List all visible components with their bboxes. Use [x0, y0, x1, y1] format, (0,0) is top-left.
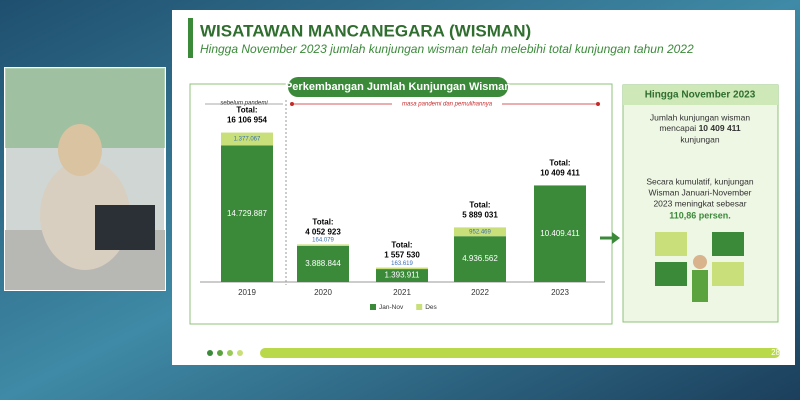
slide-subtitle: Hingga November 2023 jumlah kunjungan wi…	[200, 42, 694, 56]
illustration	[655, 232, 744, 302]
nav-dot	[217, 350, 223, 356]
nav-dot	[237, 350, 243, 356]
value-label: 952.469	[469, 229, 491, 235]
slide-title: WISATAWAN MANCANEGARA (WISMAN)	[200, 21, 531, 40]
x-tick-label: 2022	[471, 288, 489, 297]
annotation: masa pandemi dan pemulihannya	[402, 102, 493, 108]
era-dot	[290, 102, 294, 106]
total-prefix: Total:	[236, 106, 257, 115]
arrow-head	[612, 232, 620, 244]
panel-text: Jumlah kunjungan wisman	[650, 112, 750, 122]
legend-label: Jan-Nov	[379, 304, 404, 311]
panel-text: 110,86 persen.	[669, 210, 731, 220]
bar-segment	[376, 269, 428, 282]
bar-segment	[454, 227, 506, 237]
value-label: 164.079	[312, 238, 334, 244]
panel-title: Hingga November 2023	[645, 90, 756, 101]
legend-swatch	[370, 304, 376, 310]
bar-segment	[534, 185, 586, 282]
panel-header	[623, 85, 778, 105]
era-dot	[596, 102, 600, 106]
bar-segment	[454, 236, 506, 282]
annotation: sebelum pandemi	[220, 101, 268, 107]
total-label: 5 889 031	[462, 210, 498, 219]
bar-segment	[221, 145, 273, 282]
nav-dot	[207, 350, 213, 356]
value-label: 163.619	[391, 261, 413, 267]
legend-label: Des	[425, 304, 437, 311]
legend-swatch	[416, 304, 423, 310]
total-label: 16 106 954	[227, 116, 268, 125]
page-number: 28	[771, 348, 780, 357]
x-tick-label: 2019	[238, 288, 256, 297]
panel-text: kunjungan	[680, 134, 720, 144]
webcam	[4, 67, 166, 291]
total-prefix: Total:	[549, 159, 570, 168]
x-tick-label: 2020	[314, 288, 332, 297]
panel-text: mencapai 10 409 411	[659, 123, 741, 133]
total-label: 4 052 923	[305, 228, 341, 237]
nav-dot	[227, 350, 233, 356]
panel-text: Wisman Januari-November	[649, 187, 752, 197]
progress-bar	[260, 348, 780, 358]
value-label: 4.936.562	[462, 254, 498, 263]
bar-segment	[221, 132, 273, 146]
total-prefix: Total:	[391, 241, 412, 250]
total-label: 1 557 530	[384, 251, 420, 260]
value-label: 14.729.887	[227, 209, 268, 218]
panel-text: 2023 meningkat sebesar	[653, 198, 746, 208]
chart-title: Perkembangan Jumlah Kunjungan Wisman	[285, 81, 511, 93]
x-tick-label: 2023	[551, 288, 569, 297]
panel-text: Secara kumulatif, kunjungan	[646, 176, 754, 186]
bar-segment	[297, 245, 349, 282]
value-label: 3.888.844	[305, 259, 341, 268]
bar-segment	[376, 267, 428, 270]
x-tick-label: 2021	[393, 288, 411, 297]
value-label: 1.377.067	[234, 137, 261, 143]
total-prefix: Total:	[312, 218, 333, 227]
title-accent	[188, 18, 193, 58]
bar-segment	[297, 244, 349, 246]
total-label: 10 409 411	[540, 169, 580, 178]
label-bg	[392, 99, 502, 109]
total-prefix: Total:	[469, 200, 490, 209]
value-label: 10.409.411	[540, 229, 580, 238]
value-label: 1.393.911	[385, 271, 421, 280]
chart-header	[288, 77, 508, 97]
